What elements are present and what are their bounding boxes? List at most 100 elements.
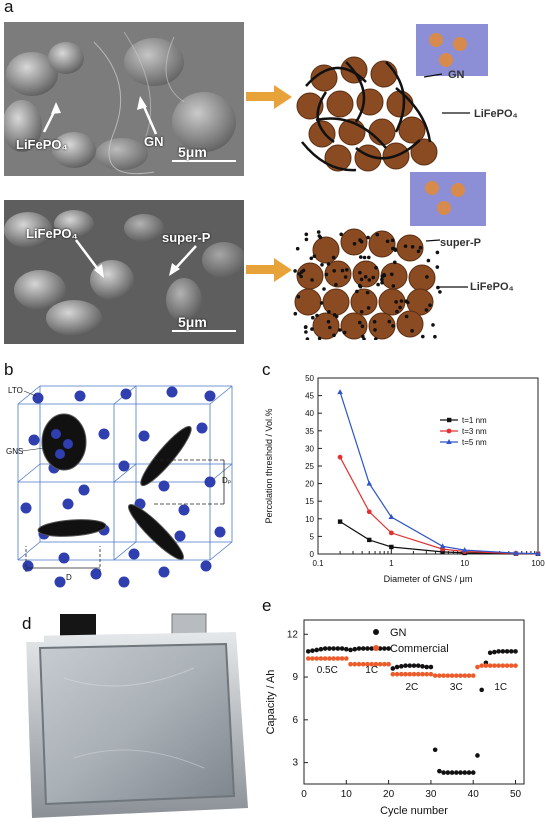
- superp-particle: [367, 278, 372, 282]
- superp-particle: [332, 269, 336, 273]
- data-point: [424, 671, 429, 677]
- data-point: [394, 664, 400, 670]
- data-point: [352, 661, 358, 667]
- lifepo4-particle: [312, 312, 340, 340]
- scale-bar-top: 5μm: [178, 144, 207, 160]
- y-tick-label: 30: [305, 444, 314, 453]
- x-tick-label: 0.1: [312, 559, 324, 568]
- superp-particle: [303, 325, 308, 329]
- data-point: [339, 656, 345, 661]
- data-point: [441, 673, 446, 678]
- superp-particle: [331, 255, 336, 260]
- data-point: [500, 649, 506, 654]
- superp-particle: [416, 249, 421, 254]
- data-point: [470, 673, 476, 678]
- x-tick-label: 10: [460, 559, 469, 568]
- superp-particle: [339, 232, 343, 237]
- cube-edge: [209, 541, 233, 561]
- lifepo4-particle: [340, 312, 368, 340]
- data-point: [331, 656, 336, 661]
- superp-particle: [398, 305, 402, 310]
- data-point: [424, 664, 429, 670]
- superp-particle: [328, 325, 332, 330]
- data-point: [344, 656, 349, 661]
- lto-sphere: [138, 430, 150, 442]
- lto-sphere: [32, 392, 44, 404]
- superp-particle: [393, 248, 398, 252]
- data-point: [437, 768, 442, 774]
- data-point: [310, 656, 315, 661]
- lifepo4-particle: [368, 312, 396, 340]
- lto-sphere: [22, 560, 34, 572]
- superp-particle: [310, 327, 314, 331]
- lifepo4-particle: [308, 120, 336, 148]
- data-point: [327, 656, 332, 661]
- data-point: [441, 770, 446, 775]
- superp-particle: [362, 255, 367, 260]
- data-point: [348, 661, 353, 667]
- superp-particle: [327, 310, 331, 314]
- lto-sphere: [214, 526, 226, 538]
- superp-particle: [316, 230, 321, 234]
- inset-cluster: [429, 33, 443, 47]
- data-point: [458, 770, 463, 775]
- superp-particle: [367, 255, 371, 260]
- data-point: [366, 480, 373, 486]
- sem-label-gn: GN: [144, 134, 164, 149]
- data-point: [377, 646, 383, 651]
- data-point: [386, 646, 391, 651]
- lto-sphere: [196, 422, 208, 434]
- legend-marker: [446, 428, 452, 434]
- y-tick-label: 9: [292, 672, 298, 683]
- superp-particle: [366, 306, 371, 310]
- label-pointer: [425, 239, 441, 242]
- sem-label-superp: super-P: [162, 230, 211, 245]
- data-point: [331, 646, 336, 651]
- data-point: [390, 671, 396, 677]
- data-point: [475, 664, 480, 670]
- lto-sphere: [118, 460, 130, 472]
- data-point: [337, 519, 343, 524]
- sem-texture-superp: [4, 200, 244, 344]
- data-point: [445, 770, 451, 775]
- lto-sphere: [204, 390, 216, 402]
- superp-particle: [380, 277, 384, 282]
- rate-annotation: 2C: [405, 682, 418, 693]
- rate-annotation: 3C: [450, 682, 463, 693]
- data-point: [388, 530, 394, 536]
- data-point: [348, 647, 353, 653]
- data-point: [428, 664, 434, 670]
- superp-particle: [394, 300, 398, 304]
- data-point: [335, 656, 341, 661]
- superp-particle: [410, 329, 414, 333]
- gns-sheet: [37, 519, 107, 537]
- y-tick-label: 15: [305, 497, 314, 506]
- superp-particle: [431, 323, 435, 327]
- data-point: [403, 671, 408, 677]
- lifepo4-particle: [326, 90, 354, 118]
- superp-particle: [438, 290, 442, 294]
- data-point: [487, 650, 493, 656]
- lto-sphere: [120, 388, 132, 400]
- data-point: [449, 673, 455, 678]
- y-tick-label: 0: [310, 550, 315, 559]
- superp-particle: [375, 232, 379, 237]
- schematic-label-lifepo4-top: LiFePO₄: [474, 108, 518, 120]
- superp-particle: [299, 274, 303, 279]
- chart-percolation-threshold: 0.1 1 10 100 0 5 10 15 20 25 30 35 40 45 50 Diameter of…: [264, 374, 545, 584]
- data-point: [365, 646, 370, 651]
- label-dp: Dₚ: [222, 476, 232, 485]
- y-tick-label: 45: [305, 392, 314, 401]
- superp-particle: [338, 328, 342, 332]
- data-point: [369, 661, 374, 667]
- gns-sheet: [140, 425, 192, 487]
- superp-particle: [425, 275, 429, 279]
- superp-particle: [311, 315, 315, 320]
- gn-sheet: [345, 61, 366, 123]
- data-point: [432, 747, 438, 753]
- lto-sphere: [118, 576, 130, 588]
- sem-label-lifepo4-top: LiFePO₄: [16, 137, 68, 152]
- data-point: [394, 671, 400, 677]
- superp-particle: [418, 245, 423, 250]
- y-tick-label: 10: [305, 515, 314, 524]
